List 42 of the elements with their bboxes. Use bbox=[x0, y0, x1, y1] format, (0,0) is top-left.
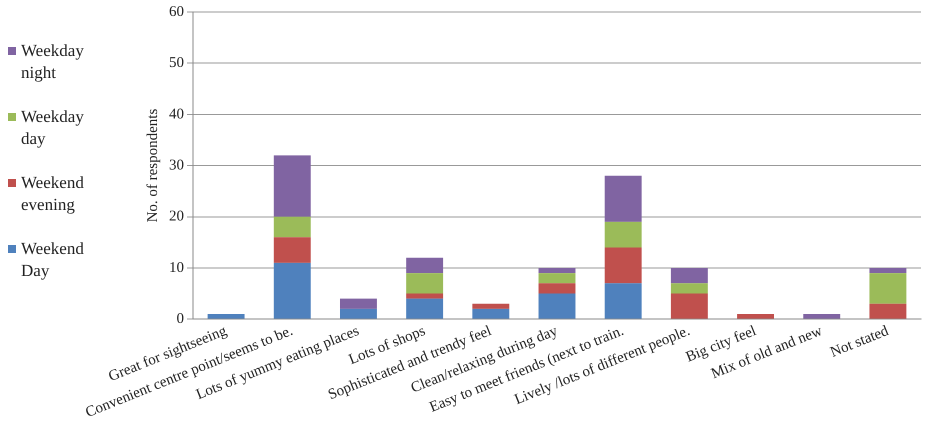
bar bbox=[538, 283, 576, 294]
bar bbox=[340, 298, 377, 309]
bar bbox=[538, 294, 576, 319]
bar bbox=[340, 308, 377, 319]
bar bbox=[670, 294, 708, 319]
y-tick-label: 60 bbox=[169, 4, 184, 20]
bar bbox=[737, 314, 774, 319]
bar bbox=[803, 314, 840, 319]
bar bbox=[670, 268, 708, 284]
bar bbox=[604, 176, 642, 222]
bar bbox=[869, 304, 906, 319]
legend-label: Weekend Day bbox=[21, 238, 84, 282]
bar bbox=[406, 294, 444, 299]
bar bbox=[670, 283, 708, 294]
legend-label: Weekend evening bbox=[21, 172, 84, 216]
legend-label: Weekday day bbox=[21, 106, 84, 150]
y-tick-label: 20 bbox=[169, 208, 184, 225]
bar bbox=[604, 222, 642, 248]
bar bbox=[274, 216, 311, 238]
bar bbox=[472, 308, 510, 319]
bar bbox=[538, 273, 576, 284]
bar bbox=[538, 268, 576, 274]
y-tick-label: 40 bbox=[169, 106, 184, 122]
y-tick-label: 30 bbox=[169, 158, 184, 174]
bar bbox=[274, 237, 311, 263]
bar bbox=[406, 258, 444, 274]
bar bbox=[274, 155, 311, 217]
x-tick-label: Not stated bbox=[828, 322, 892, 361]
bar bbox=[406, 298, 444, 319]
bar bbox=[869, 268, 906, 274]
bar bbox=[406, 273, 444, 294]
y-tick-label: 0 bbox=[176, 311, 184, 328]
bar bbox=[604, 283, 642, 319]
bar bbox=[274, 262, 311, 319]
legend-label: Weekday night bbox=[21, 40, 84, 84]
y-tick-label: 10 bbox=[169, 260, 184, 276]
bar bbox=[472, 304, 510, 309]
y-axis-title: No. of respondents bbox=[144, 108, 161, 222]
bar bbox=[869, 273, 906, 304]
bar bbox=[604, 247, 642, 284]
bar bbox=[208, 314, 245, 319]
y-tick-label: 50 bbox=[169, 55, 184, 72]
